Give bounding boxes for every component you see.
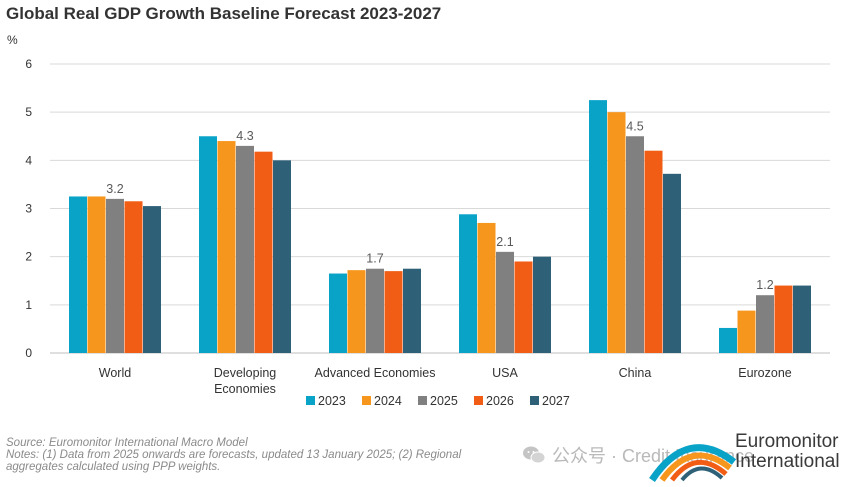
- bar-2024: [477, 222, 496, 353]
- bar-2027: [793, 285, 811, 353]
- legend-label-2024: 2024: [374, 394, 402, 408]
- x-tick-label: Advanced Economies: [315, 366, 436, 380]
- bar-2024: [87, 196, 106, 353]
- bar-2026: [514, 261, 533, 353]
- x-tick-label: Economies: [214, 382, 276, 396]
- y-tick-label: 5: [25, 105, 32, 119]
- data-label: 2.1: [496, 235, 513, 249]
- bar-2024: [607, 112, 626, 354]
- x-tick-label: USA: [492, 366, 518, 380]
- logo-arc-icon: [649, 444, 737, 482]
- data-label: 4.5: [626, 119, 643, 133]
- bar-2026: [254, 151, 273, 353]
- data-label: 3.2: [106, 182, 123, 196]
- y-tick-label: 6: [25, 57, 32, 71]
- x-tick-label: Eurozone: [738, 366, 792, 380]
- bar-2024: [217, 141, 236, 353]
- logo-line1: Euromonitor: [735, 431, 839, 452]
- legend-label-2027: 2027: [542, 394, 570, 408]
- bar-2023: [199, 136, 217, 353]
- footnote: Source: Euromonitor International Macro …: [6, 437, 566, 473]
- logo-line2: International: [735, 451, 840, 472]
- chart-title: Global Real GDP Growth Baseline Forecast…: [6, 4, 442, 23]
- bar-2027: [273, 160, 291, 353]
- bar-2023: [69, 196, 87, 353]
- bar-2025: [236, 145, 254, 353]
- y-tick-label: 2: [25, 250, 32, 264]
- bar-2025: [626, 136, 644, 353]
- bar-2027: [663, 173, 681, 353]
- legend-swatch-2025: [418, 396, 427, 405]
- y-tick-label: 0: [25, 346, 32, 360]
- bar-2025: [366, 268, 384, 353]
- bar-2025: [106, 198, 124, 353]
- y-tick-label: 4: [25, 153, 32, 167]
- bar-2027: [403, 268, 421, 353]
- y-tick-label: 1: [25, 298, 32, 312]
- legend-swatch-2023: [306, 396, 315, 405]
- euromonitor-logo: Euromonitor International: [648, 432, 863, 482]
- bar-2027: [143, 206, 161, 353]
- footnote-notes-line1: Notes: (1) Data from 2025 onwards are fo…: [6, 449, 462, 461]
- bar-2023: [329, 273, 347, 353]
- legend-swatch-2027: [530, 396, 539, 405]
- footnote-source: Source: Euromonitor International Macro …: [6, 437, 248, 449]
- y-tick-label: 3: [25, 202, 32, 216]
- bar-2026: [124, 201, 143, 353]
- bar-2026: [384, 271, 403, 353]
- legend-swatch-2024: [362, 396, 371, 405]
- logo-text: Euromonitor International: [735, 432, 840, 472]
- bar-2025: [756, 295, 774, 353]
- bar-chart: 0 1 2 3 4 5 6 3.2 4.3 1.7 2.1 4.5 1.2 World Developing…: [25, 57, 830, 408]
- data-label: 1.2: [756, 278, 773, 292]
- legend-swatch-2026: [474, 396, 483, 405]
- x-tick-label: China: [619, 366, 652, 380]
- bar-2026: [774, 285, 793, 353]
- data-label: 4.3: [236, 129, 253, 143]
- wechat-icon: [523, 446, 546, 464]
- bar-2023: [719, 327, 737, 353]
- legend-label-2023: 2023: [318, 394, 346, 408]
- bar-2024: [737, 310, 756, 353]
- bar-2024: [347, 270, 366, 353]
- data-label: 1.7: [366, 252, 383, 266]
- footnote-notes-line2: aggregates calculated using PPP weights.: [6, 461, 221, 473]
- legend-label-2026: 2026: [486, 394, 514, 408]
- x-tick-label: World: [99, 366, 131, 380]
- bar-2023: [459, 214, 477, 353]
- legend-label-2025: 2025: [430, 394, 458, 408]
- bar-2027: [533, 256, 551, 353]
- x-tick-label: Developing: [214, 366, 277, 380]
- bar-2025: [496, 251, 514, 353]
- bar-2026: [644, 150, 663, 353]
- bar-2023: [589, 100, 607, 353]
- y-axis-unit-label: %: [7, 33, 18, 47]
